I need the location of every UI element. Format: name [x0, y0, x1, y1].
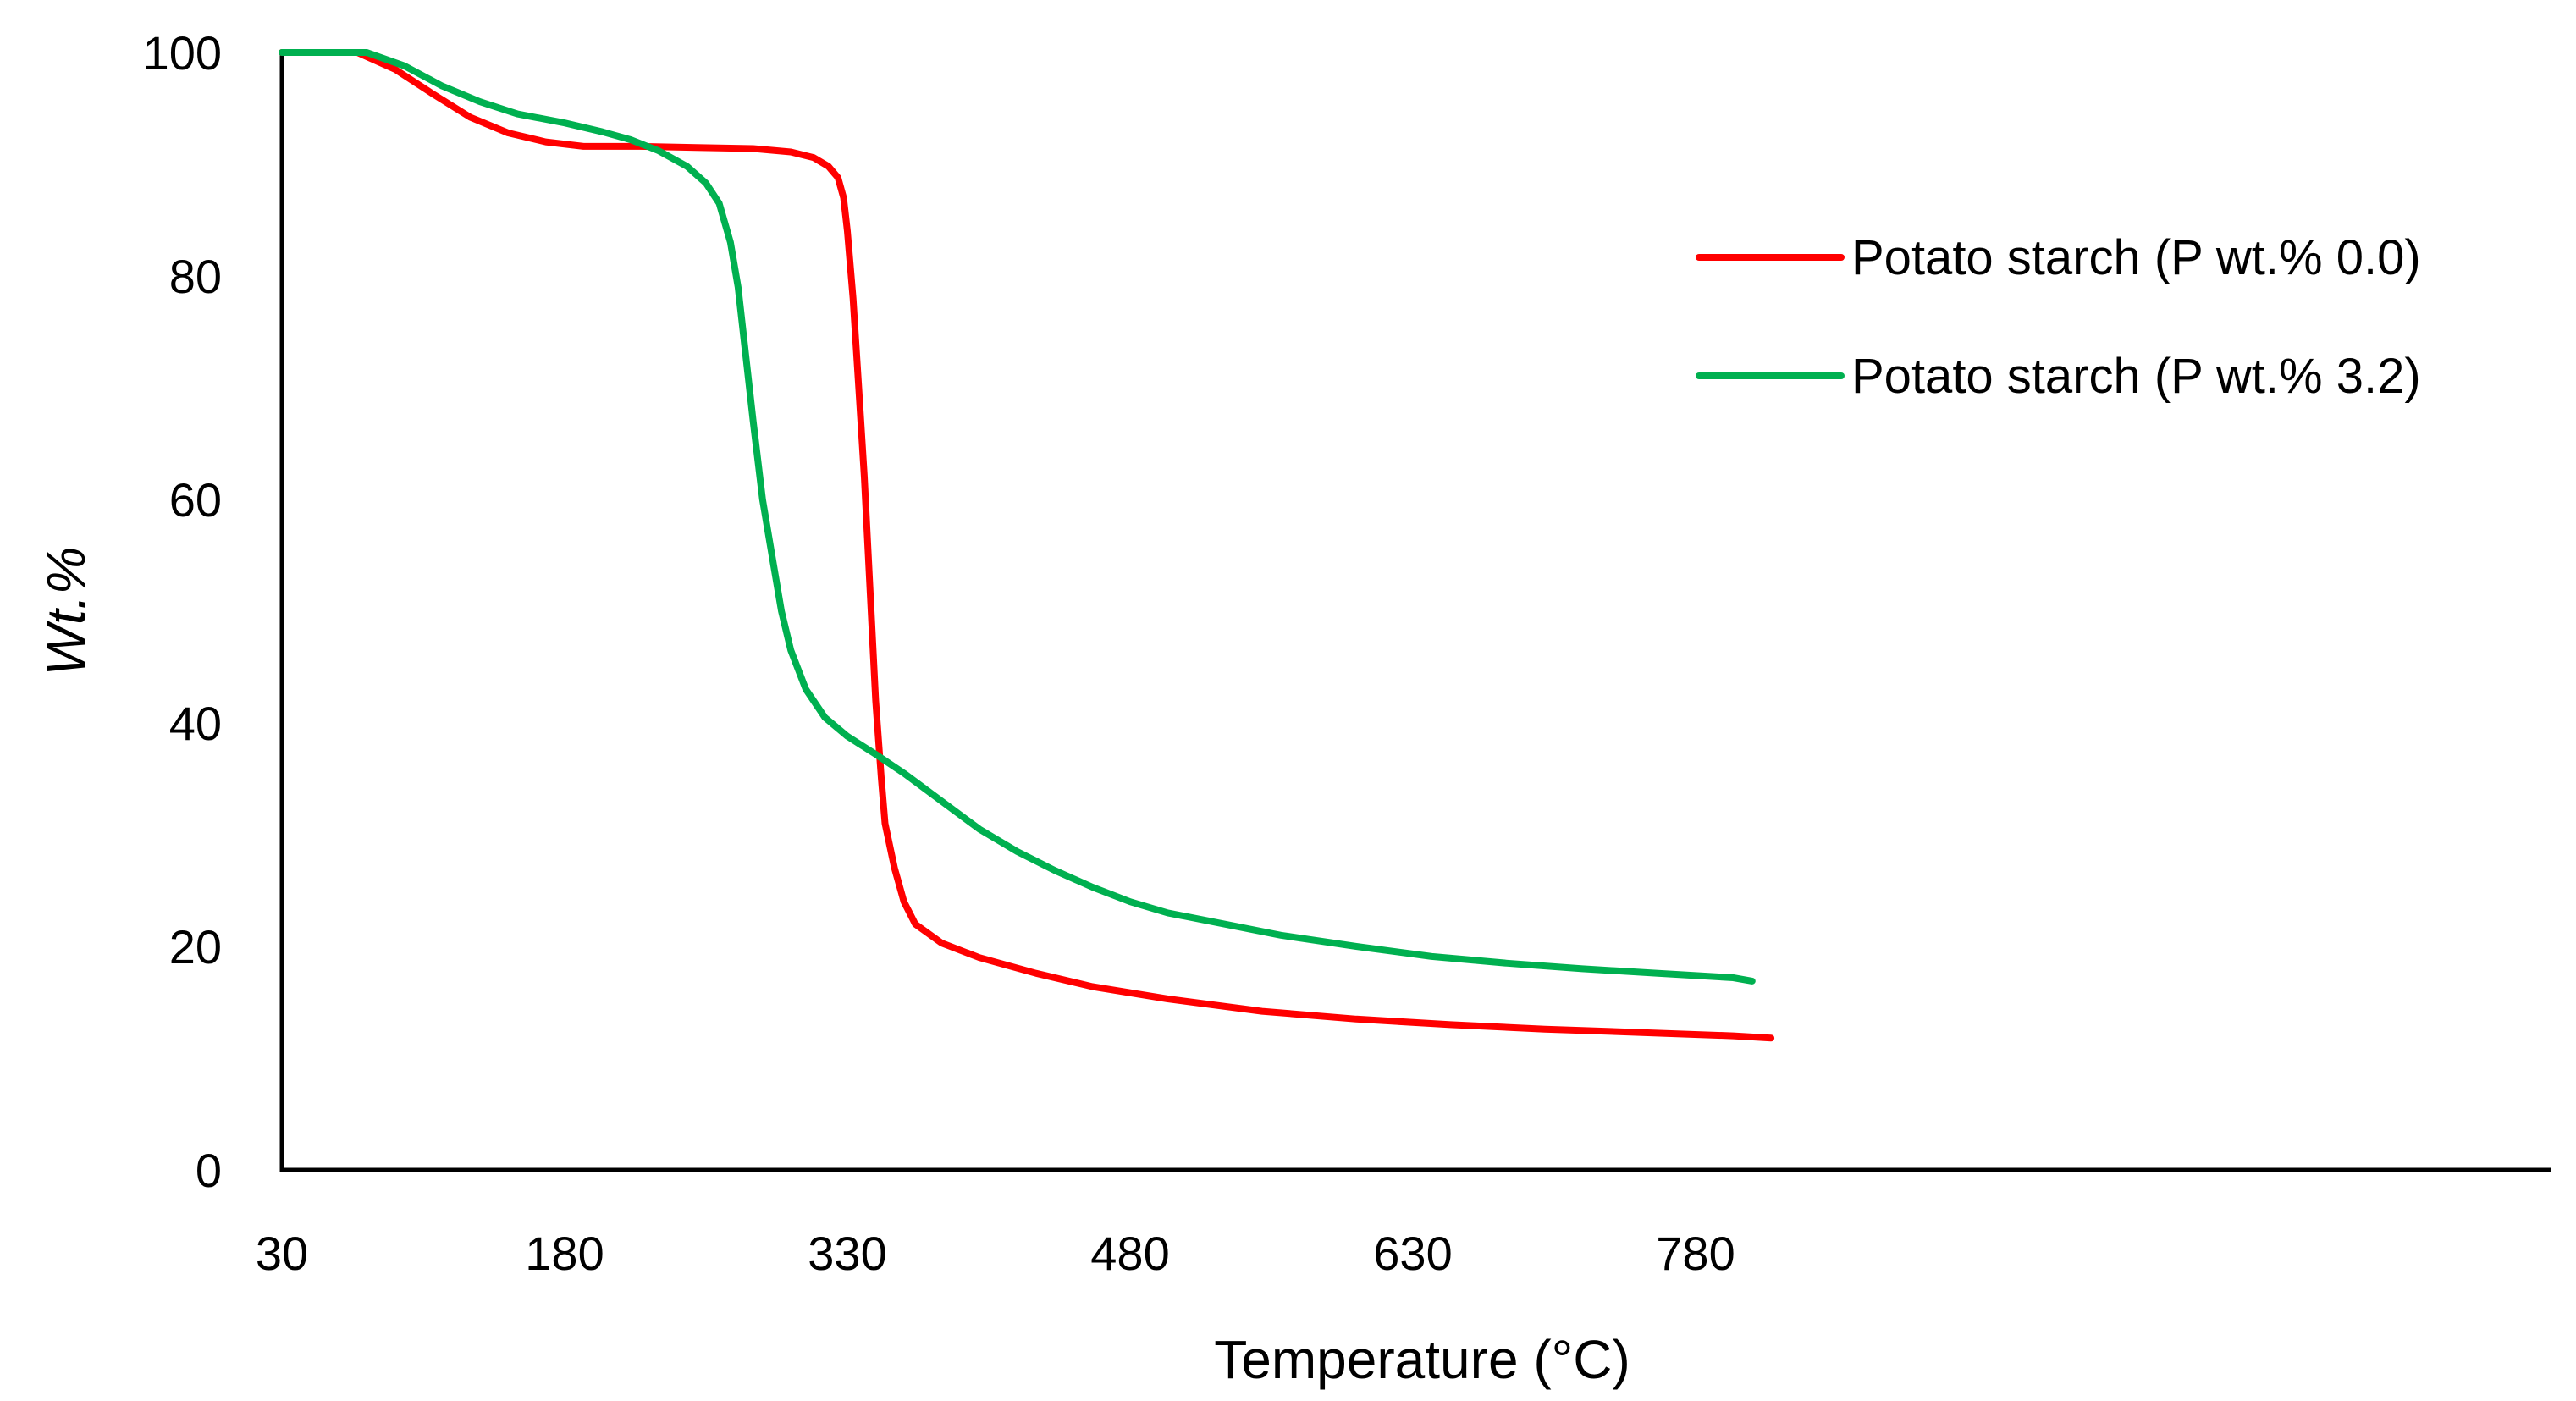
- x-tick-label-180: 180: [525, 1227, 604, 1280]
- x-tick-labels: 30 180 330 480 630 780: [256, 1227, 1735, 1280]
- y-tick-label-40: 40: [169, 697, 222, 750]
- y-tick-label-20: 20: [169, 920, 222, 974]
- legend-label-potato-starch-0-0: Potato starch (P wt.% 0.0): [1851, 230, 2421, 285]
- y-tick-labels: 0 20 40 60 80 100: [143, 26, 222, 1197]
- y-tick-label-80: 80: [169, 250, 222, 303]
- x-tick-label-30: 30: [256, 1227, 308, 1280]
- x-axis-title: Temperature (°C): [1214, 1329, 1630, 1390]
- y-tick-label-100: 100: [143, 26, 222, 80]
- series-lines: [279, 49, 1775, 1042]
- y-axis-title: Wt.%: [36, 547, 97, 676]
- legend-label-potato-starch-3-2: Potato starch (P wt.% 3.2): [1851, 349, 2421, 404]
- x-tick-label-780: 780: [1656, 1227, 1735, 1280]
- y-tick-label-60: 60: [169, 473, 222, 527]
- x-tick-label-630: 630: [1373, 1227, 1452, 1280]
- y-tick-label-0: 0: [196, 1144, 222, 1197]
- legend: Potato starch (P wt.% 0.0) Potato starch…: [1696, 230, 2421, 404]
- series-line-potato-starch-3-2: [279, 49, 1756, 985]
- x-tick-label-330: 330: [808, 1227, 886, 1280]
- series-line-potato-starch-0-0: [279, 49, 1775, 1042]
- x-tick-label-480: 480: [1090, 1227, 1169, 1280]
